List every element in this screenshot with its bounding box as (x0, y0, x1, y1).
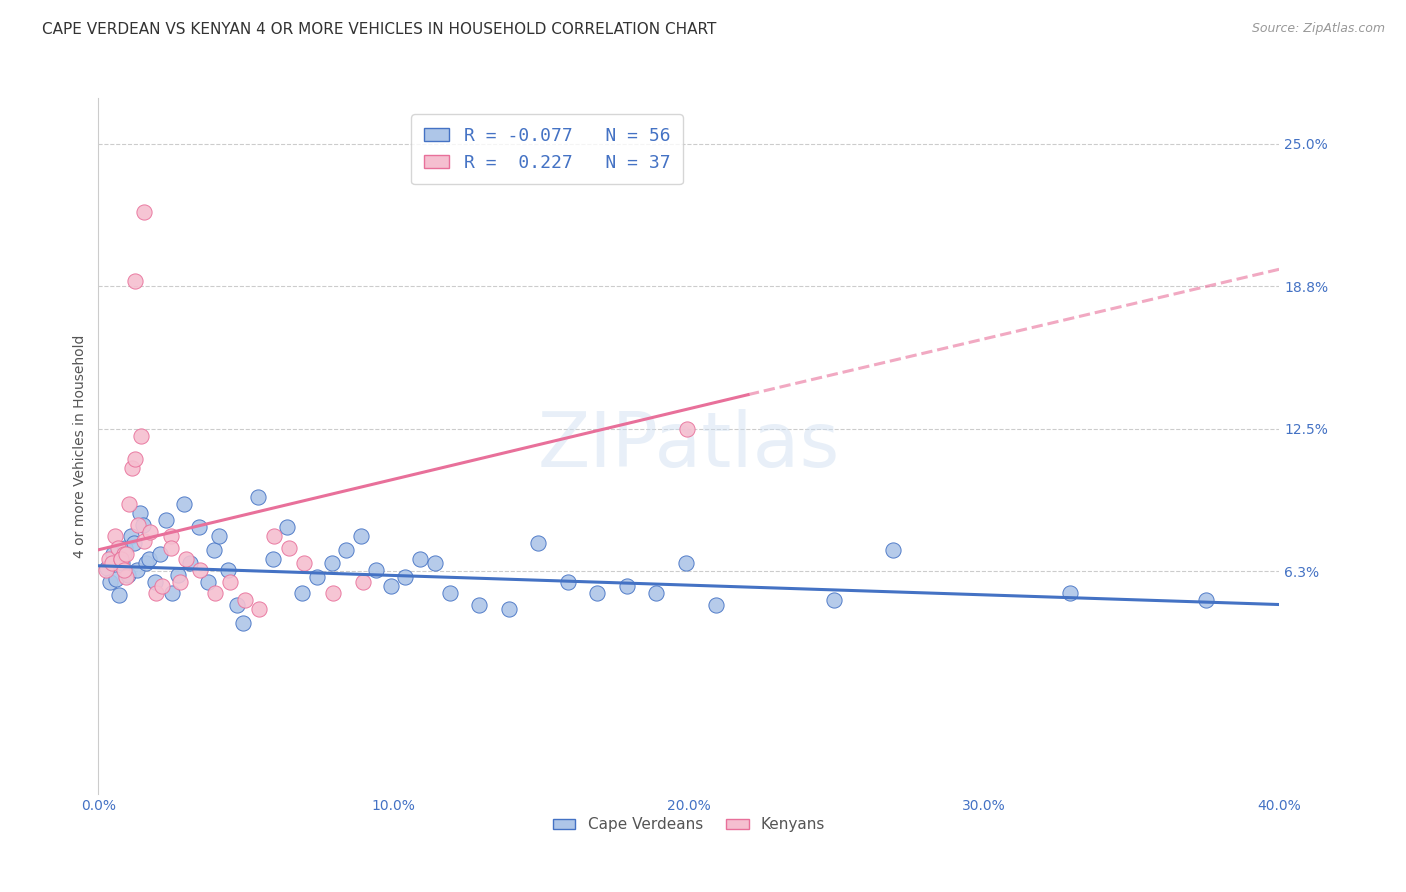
Point (527, 536, 550, 550)
Point (218, 574, 240, 589)
Point (115, 570, 138, 584)
Point (233, 593, 256, 607)
Point (128, 506, 150, 520)
Text: Source: ZipAtlas.com: Source: ZipAtlas.com (1251, 22, 1385, 36)
Point (169, 574, 191, 589)
Point (124, 451, 146, 466)
Point (179, 557, 201, 571)
Point (187, 520, 209, 534)
Point (149, 547, 172, 561)
Point (498, 602, 520, 616)
Point (104, 529, 127, 543)
Point (107, 541, 129, 555)
Legend: Cape Verdeans, Kenyans: Cape Verdeans, Kenyans (547, 811, 831, 838)
Point (188, 563, 211, 577)
Point (335, 542, 357, 557)
Point (173, 497, 195, 511)
Point (125, 563, 148, 577)
Point (121, 460, 143, 475)
Point (135, 557, 157, 571)
Point (305, 570, 328, 584)
Point (145, 586, 167, 600)
Point (138, 552, 160, 566)
Point (129, 428, 152, 442)
Point (112, 547, 135, 561)
Point (676, 422, 699, 436)
Point (132, 517, 155, 532)
Point (1195, 593, 1218, 607)
Point (117, 567, 139, 582)
Point (277, 541, 299, 555)
Text: CAPE VERDEAN VS KENYAN 4 OR MORE VEHICLES IN HOUSEHOLD CORRELATION CHART: CAPE VERDEAN VS KENYAN 4 OR MORE VEHICLE… (42, 22, 717, 37)
Point (394, 570, 416, 584)
Point (94, 563, 117, 577)
Point (159, 541, 181, 555)
Point (226, 598, 249, 612)
Y-axis label: 4 or more Vehicles in Household: 4 or more Vehicles in Household (73, 334, 87, 558)
Point (704, 598, 727, 612)
Point (134, 205, 156, 219)
Point (263, 529, 285, 543)
Point (262, 552, 284, 566)
Point (232, 615, 254, 630)
Point (586, 586, 609, 600)
Point (1059, 586, 1081, 600)
Point (122, 536, 145, 550)
Point (174, 552, 197, 566)
Text: ZIPatlas: ZIPatlas (537, 409, 841, 483)
Point (247, 602, 270, 616)
Point (115, 547, 138, 561)
Point (162, 586, 183, 600)
Point (103, 547, 125, 561)
Point (409, 552, 432, 566)
Point (108, 589, 131, 603)
Point (322, 586, 344, 600)
Point (96, 561, 118, 575)
Point (557, 574, 579, 589)
Point (380, 579, 402, 593)
Point (423, 557, 446, 571)
Point (98, 574, 121, 589)
Point (645, 586, 668, 600)
Point (616, 579, 638, 593)
Point (291, 586, 314, 600)
Point (150, 579, 173, 593)
Point (439, 586, 461, 600)
Point (246, 491, 269, 505)
Point (276, 520, 298, 534)
Point (110, 552, 132, 566)
Point (100, 557, 122, 571)
Point (823, 593, 845, 607)
Point (292, 557, 315, 571)
Point (112, 563, 135, 577)
Point (882, 542, 904, 557)
Point (167, 567, 190, 582)
Point (364, 563, 387, 577)
Point (120, 529, 142, 543)
Point (111, 557, 134, 571)
Point (127, 517, 149, 532)
Point (143, 574, 166, 589)
Point (134, 533, 156, 548)
Point (105, 573, 128, 587)
Point (350, 529, 373, 543)
Point (155, 513, 177, 527)
Point (124, 274, 146, 288)
Point (352, 574, 374, 589)
Point (114, 541, 136, 555)
Point (208, 529, 231, 543)
Point (97, 552, 120, 566)
Point (159, 529, 181, 543)
Point (202, 542, 225, 557)
Point (468, 598, 491, 612)
Point (321, 557, 343, 571)
Point (217, 563, 239, 577)
Point (139, 524, 162, 539)
Point (197, 574, 219, 589)
Point (204, 586, 226, 600)
Point (110, 552, 132, 566)
Point (118, 497, 141, 511)
Point (675, 557, 697, 571)
